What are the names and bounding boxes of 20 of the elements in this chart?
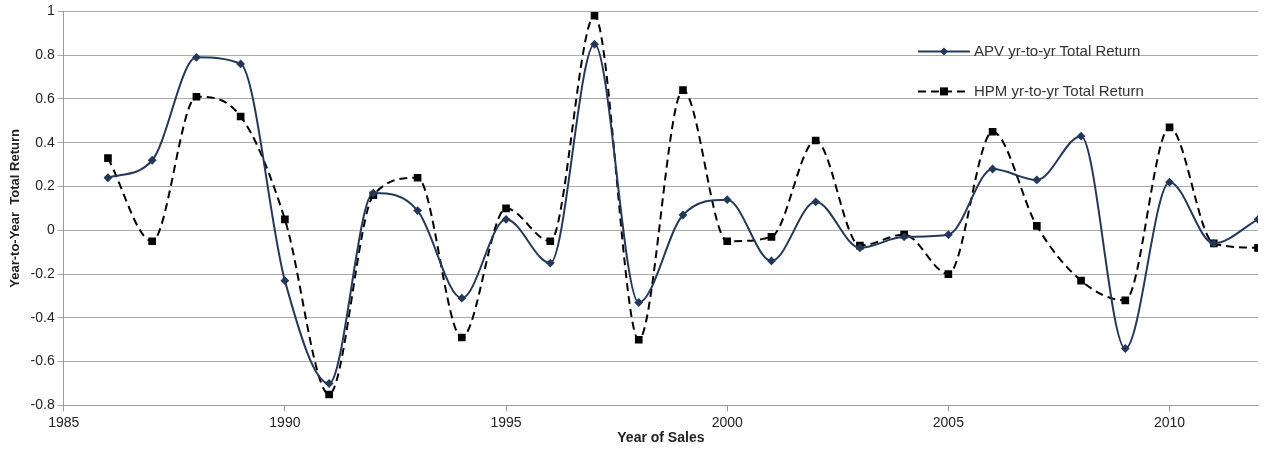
y-tick-label: 0.2 bbox=[35, 177, 55, 194]
y-tick-label: -0.6 bbox=[30, 352, 55, 369]
y-tick-label: -0.4 bbox=[30, 308, 55, 325]
y-tick-label: -0.2 bbox=[30, 264, 55, 281]
x-tick-label: 1985 bbox=[48, 413, 80, 430]
y-tick-label: 0 bbox=[46, 221, 55, 238]
y-tick-label: -0.8 bbox=[30, 396, 55, 413]
x-axis-title: Year of Sales bbox=[617, 429, 705, 446]
y-tick-label: 0.6 bbox=[35, 89, 55, 106]
x-tick-label: 2010 bbox=[1153, 413, 1186, 430]
legend-label: APV yr-to-yr Total Return bbox=[973, 41, 1141, 59]
y-tick-label: 0.4 bbox=[35, 133, 55, 150]
x-tick-label: 2005 bbox=[932, 413, 965, 430]
legend-label: HPM yr-to-yr Total Return bbox=[973, 81, 1144, 99]
x-tick-label: 2000 bbox=[711, 413, 743, 430]
x-tick-label: 1990 bbox=[269, 413, 301, 430]
y-tick-label: 1 bbox=[46, 2, 55, 19]
x-tick-label: 1995 bbox=[490, 413, 522, 430]
y-axis-title: Year-to-Year Total Return bbox=[7, 129, 23, 288]
y-tick-label: 0.8 bbox=[35, 46, 55, 63]
